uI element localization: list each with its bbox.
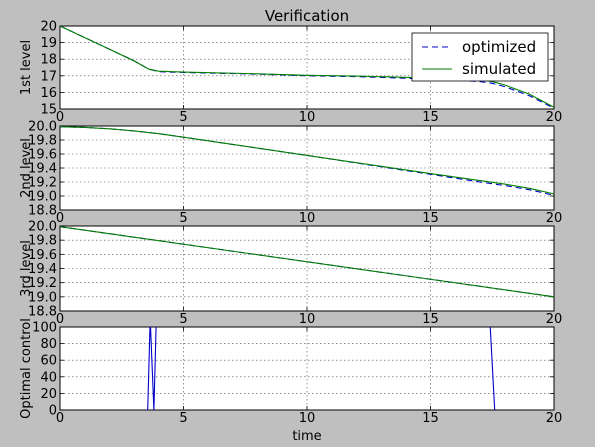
series-line-simulated <box>60 126 554 195</box>
x-tick-label: 20 <box>546 411 563 426</box>
x-tick-label: 15 <box>422 110 439 125</box>
y-axis-label: 3rd level <box>19 240 34 297</box>
y-axis-label: Optimal control <box>19 318 34 419</box>
x-tick-label: 10 <box>299 211 316 226</box>
x-axis-label: time <box>292 429 321 444</box>
y-tick-label: 18 <box>40 53 57 68</box>
y-tick-label: 18.8 <box>28 305 57 320</box>
x-tick-label: 20 <box>546 211 563 226</box>
subplot-2: 0 5 10 15 20 18.819.019.219.419.619.820.0 2nd … <box>19 120 562 227</box>
x-tick-label: 0 <box>56 411 64 426</box>
x-tick-label: 15 <box>422 312 439 327</box>
x-tick-label: 5 <box>179 110 187 125</box>
y-tick-label: 100 <box>32 321 57 336</box>
x-tick-label: 0 <box>56 312 64 327</box>
x-tick-label: 5 <box>179 411 187 426</box>
y-tick-label: 16 <box>40 86 57 101</box>
x-tick-label: 10 <box>299 312 316 327</box>
x-tick-label: 5 <box>179 312 187 327</box>
legend-box <box>411 32 549 82</box>
y-tick-label: 19.4 <box>28 262 57 277</box>
legend-label-optimized: optimized <box>462 38 536 56</box>
y-tick-label: 19.2 <box>28 176 57 191</box>
y-tick-label: 19.4 <box>28 162 57 177</box>
y-tick-label: 19.0 <box>28 290 57 305</box>
y-tick-label: 20 <box>40 20 57 35</box>
y-tick-label: 19 <box>40 36 57 51</box>
y-tick-label: 15 <box>40 103 57 118</box>
y-tick-label: 20 <box>40 387 57 402</box>
x-tick-label: 15 <box>422 411 439 426</box>
x-tick-label: 20 <box>546 312 563 327</box>
y-axis-label: 2nd level <box>19 138 34 198</box>
y-tick-label: 20.0 <box>28 120 57 135</box>
series-line-simulated <box>60 26 554 108</box>
legend: optimized simulated <box>411 32 549 82</box>
y-tick-label: 19.8 <box>28 234 57 249</box>
x-tick-label: 15 <box>422 211 439 226</box>
y-tick-label: 20.0 <box>28 220 57 235</box>
y-tick-label: 19.6 <box>28 248 57 263</box>
chart-title: Verification <box>265 7 349 25</box>
y-tick-label: 60 <box>40 354 57 369</box>
x-tick-label: 10 <box>299 110 316 125</box>
x-tick-label: 10 <box>299 411 316 426</box>
legend-label-simulated: simulated <box>462 60 536 78</box>
x-tick-label: 5 <box>179 211 187 226</box>
y-tick-label: 40 <box>40 370 57 385</box>
plot-area <box>59 225 555 312</box>
y-tick-label: 19.0 <box>28 190 57 205</box>
x-tick-label: 20 <box>546 110 563 125</box>
y-tick-label: 0 <box>49 404 57 419</box>
x-tick-label: 0 <box>56 110 64 125</box>
series-line-simulated <box>60 226 554 298</box>
subplot-3: 0 5 10 15 20 18.819.019.219.419.619.820.0 3rd … <box>19 220 562 328</box>
plot-area <box>59 125 555 211</box>
y-tick-label: 80 <box>40 337 57 352</box>
y-tick-label: 17 <box>40 69 57 84</box>
y-axis-label: 1st level <box>19 40 34 95</box>
y-tick-label: 19.8 <box>28 134 57 149</box>
y-tick-label: 18.8 <box>28 204 57 219</box>
y-tick-label: 19.6 <box>28 148 57 163</box>
x-tick-label: 0 <box>56 211 64 226</box>
y-tick-label: 19.2 <box>28 276 57 291</box>
